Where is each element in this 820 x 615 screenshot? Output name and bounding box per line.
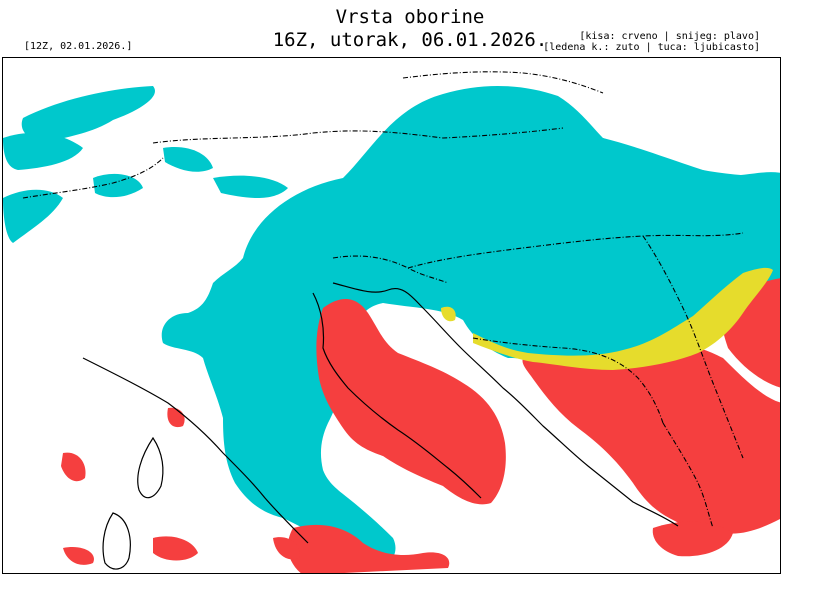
- snow-area-alps: [93, 173, 143, 198]
- border-slovenia: [332, 255, 449, 284]
- rain-area-sardinia: [61, 452, 86, 482]
- map-valid-time: 16Z, utorak, 06.01.2026.: [272, 29, 548, 51]
- freezing-rain-patch: [441, 306, 456, 322]
- rain-area-south-italy: [287, 524, 450, 573]
- coastline-italy-tyrrhenian: [82, 357, 309, 544]
- rain-area-sicily: [63, 547, 94, 565]
- rain-area-central-italy: [316, 298, 506, 505]
- snow-area-east: [599, 138, 780, 318]
- border-montenegro: [662, 422, 714, 529]
- snow-area-west: [3, 189, 63, 243]
- map-canvas: [3, 71, 780, 573]
- border-hungary-croatia: [407, 232, 744, 269]
- border-austria: [152, 127, 564, 144]
- legend-line-freezing-hail: [ledena k.: zuto | tuca: ljubicasto]: [543, 42, 760, 53]
- precipitation-map: [2, 57, 781, 574]
- snow-area-alps-2: [163, 147, 213, 172]
- legend-line-rain-snow: [kisa: crveno | snijeg: plavo]: [579, 31, 760, 42]
- coastline-corsica: [137, 436, 164, 499]
- border-switzerland: [22, 157, 164, 199]
- coastline-italy-adriatic: [312, 292, 482, 499]
- model-run-info: [12Z, 02.01.2026.]: [24, 41, 133, 52]
- coastline-sardinia: [102, 512, 131, 570]
- border-czech: [402, 71, 604, 94]
- snow-area-northwest-2: [3, 132, 83, 170]
- border-serbia: [642, 235, 744, 459]
- coastline-croatia: [332, 282, 679, 527]
- map-title: Vrsta oborine: [335, 6, 485, 28]
- rain-area-south-patch: [273, 537, 300, 560]
- snow-area-northwest: [21, 86, 155, 143]
- rain-area-corsica: [167, 407, 185, 428]
- rain-area-tyrrhenian: [153, 536, 198, 561]
- snow-area-alps-3: [213, 175, 288, 198]
- rain-area-balkans: [522, 344, 780, 534]
- border-bosnia: [472, 337, 664, 424]
- rain-area-southeast: [652, 521, 733, 557]
